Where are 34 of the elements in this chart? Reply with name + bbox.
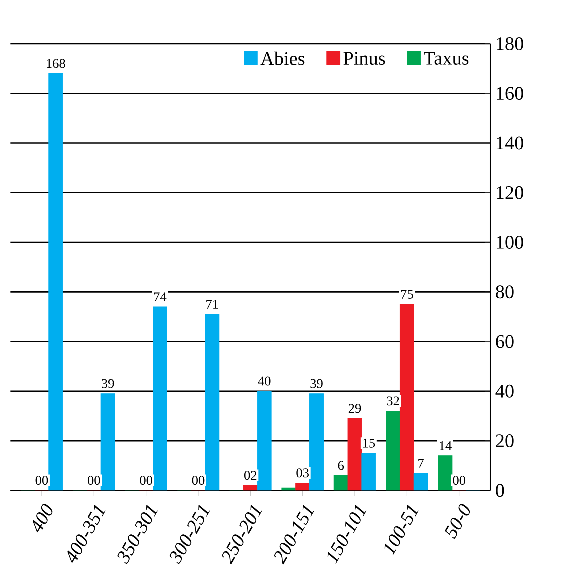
y-tick-label: 140	[497, 136, 524, 150]
data-label: 02	[244, 471, 257, 480]
data-label: 168	[47, 59, 66, 68]
data-label: 6	[338, 461, 344, 470]
y-tick-label: 180	[497, 38, 524, 50]
data-label: 39	[102, 379, 114, 388]
y-tick-label: 0	[496, 484, 504, 498]
legend-label: Abies	[260, 52, 305, 66]
data-label: 74	[154, 292, 167, 302]
y-tick-label: 20	[496, 434, 514, 448]
legend-label: Pinus	[344, 52, 386, 66]
data-label: 14	[440, 442, 452, 450]
legend-label: Taxus	[424, 52, 469, 65]
data-label: 32	[387, 396, 400, 406]
data-label: 29	[349, 404, 362, 414]
data-label: 00	[192, 476, 205, 486]
data-label: 00	[88, 476, 100, 486]
data-label: 15	[364, 438, 376, 448]
x-tick-label: 400	[33, 504, 53, 533]
data-label: 40	[258, 376, 271, 386]
y-tick-label: 160	[497, 87, 524, 100]
data-label: 7	[418, 458, 424, 468]
data-label: 00	[453, 476, 466, 486]
y-tick-label: 40	[496, 384, 514, 398]
data-label: 75	[402, 290, 414, 299]
y-tick-label: 120	[497, 186, 524, 200]
data-label: 00	[36, 476, 48, 486]
data-label: 71	[206, 300, 218, 309]
y-tick-label: 60	[496, 335, 514, 348]
data-label: 39	[310, 379, 324, 388]
y-tick-label: 100	[497, 236, 524, 249]
data-label: 00	[140, 476, 153, 486]
data-label: 03	[296, 468, 310, 478]
y-tick-label: 80	[496, 286, 514, 299]
